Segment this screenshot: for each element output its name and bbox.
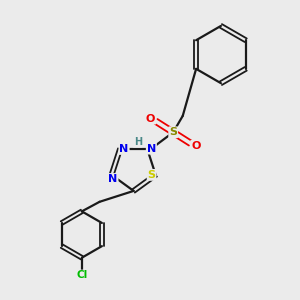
Text: O: O <box>191 141 200 151</box>
Text: N: N <box>119 144 129 154</box>
Text: H: H <box>134 137 142 147</box>
Text: S: S <box>169 127 177 137</box>
Text: N: N <box>108 174 118 184</box>
Text: N: N <box>147 144 156 154</box>
Text: S: S <box>148 170 156 180</box>
Text: Cl: Cl <box>76 271 87 281</box>
Text: O: O <box>146 114 155 124</box>
